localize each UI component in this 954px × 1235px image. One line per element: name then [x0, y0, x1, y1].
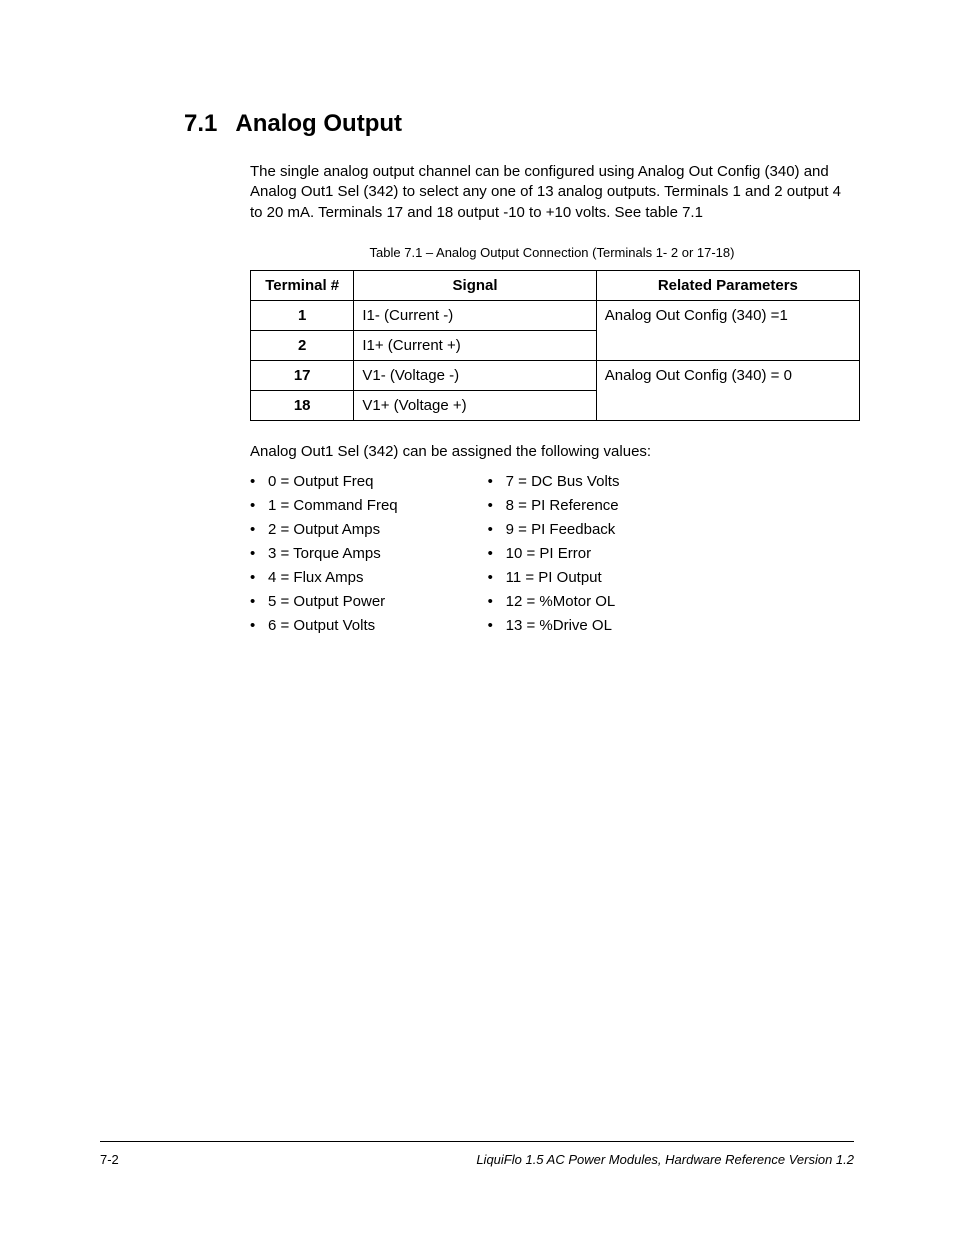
section-title: Analog Output: [235, 110, 402, 138]
list-item: 5 = Output Power: [250, 590, 398, 614]
list-item: 2 = Output Amps: [250, 518, 398, 542]
list-item: 11 = PI Output: [488, 566, 620, 590]
list-item: 8 = PI Reference: [488, 494, 620, 518]
cell-signal: I1- (Current -): [354, 300, 596, 330]
page-content: 7.1 Analog Output The single analog outp…: [0, 0, 954, 638]
cell-signal: I1+ (Current +): [354, 330, 596, 360]
value-lists: 0 = Output Freq 1 = Command Freq 2 = Out…: [250, 470, 854, 638]
list-item: 12 = %Motor OL: [488, 590, 620, 614]
table-header-row: Terminal # Signal Related Parameters: [251, 270, 860, 300]
th-related: Related Parameters: [596, 270, 859, 300]
list-item: 13 = %Drive OL: [488, 614, 620, 638]
table-row: 17 V1- (Voltage -) Analog Out Config (34…: [251, 360, 860, 390]
cell-signal: V1+ (Voltage +): [354, 390, 596, 420]
value-list-left: 0 = Output Freq 1 = Command Freq 2 = Out…: [250, 470, 398, 638]
doc-title-footer: LiquiFlo 1.5 AC Power Modules, Hardware …: [476, 1152, 854, 1167]
th-terminal: Terminal #: [251, 270, 354, 300]
cell-terminal: 1: [251, 300, 354, 330]
intro-paragraph: The single analog output channel can be …: [250, 162, 854, 223]
cell-terminal: 18: [251, 390, 354, 420]
section-heading: 7.1 Analog Output: [184, 110, 854, 138]
list-item: 7 = DC Bus Volts: [488, 470, 620, 494]
list-item: 6 = Output Volts: [250, 614, 398, 638]
cell-terminal: 2: [251, 330, 354, 360]
table-row: 1 I1- (Current -) Analog Out Config (340…: [251, 300, 860, 330]
analog-output-table: Terminal # Signal Related Parameters 1 I…: [250, 270, 860, 421]
table-caption: Table 7.1 – Analog Output Connection (Te…: [250, 245, 854, 260]
section-number: 7.1: [184, 110, 217, 138]
list-item: 4 = Flux Amps: [250, 566, 398, 590]
list-item: 0 = Output Freq: [250, 470, 398, 494]
value-list-right: 7 = DC Bus Volts 8 = PI Reference 9 = PI…: [488, 470, 620, 638]
cell-terminal: 17: [251, 360, 354, 390]
page-number: 7-2: [100, 1152, 119, 1167]
list-item: 3 = Torque Amps: [250, 542, 398, 566]
values-intro: Analog Out1 Sel (342) can be assigned th…: [250, 443, 854, 460]
cell-signal: V1- (Voltage -): [354, 360, 596, 390]
list-item: 1 = Command Freq: [250, 494, 398, 518]
list-item: 10 = PI Error: [488, 542, 620, 566]
th-signal: Signal: [354, 270, 596, 300]
page-footer: 7-2 LiquiFlo 1.5 AC Power Modules, Hardw…: [100, 1141, 854, 1167]
cell-related: Analog Out Config (340) =1: [596, 300, 859, 360]
cell-related: Analog Out Config (340) = 0: [596, 360, 859, 420]
list-item: 9 = PI Feedback: [488, 518, 620, 542]
